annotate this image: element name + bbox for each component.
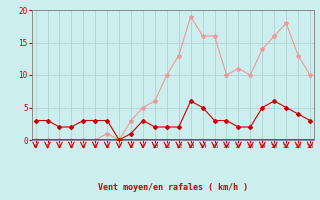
Text: Vent moyen/en rafales ( km/h ): Vent moyen/en rafales ( km/h ) bbox=[98, 183, 248, 192]
